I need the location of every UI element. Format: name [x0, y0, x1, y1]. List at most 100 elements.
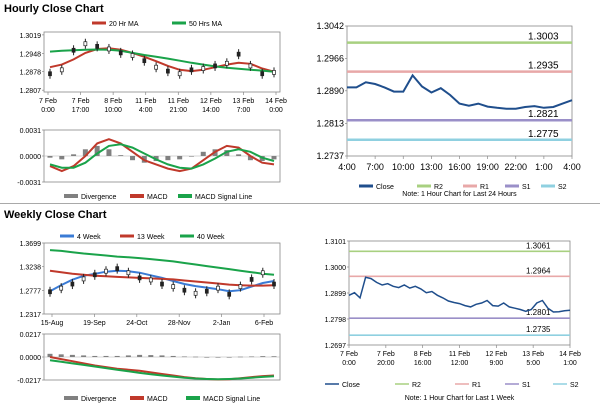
divergence-bar — [130, 156, 136, 161]
top-divider — [0, 203, 600, 204]
divergence-bar — [247, 156, 253, 161]
legend-item-label: 40 Week — [197, 234, 225, 241]
x-tick-label: 0:00 — [342, 360, 356, 367]
x-tick-label: 11 Feb — [135, 98, 156, 105]
y-tick-label: 1.3238 — [20, 265, 42, 272]
x-tick-label: 10:00 — [104, 107, 122, 114]
candle-body — [71, 47, 76, 53]
hourly-section-title: Hourly Close Chart — [4, 3, 104, 15]
x-tick-label: 7 Feb — [377, 351, 395, 358]
legend-item-label: S2 — [570, 382, 579, 389]
legend-item-label: Close — [342, 382, 360, 389]
chart-note: Note: 1 Hour Chart for Last 24 Hours — [402, 191, 517, 198]
candle-body — [189, 67, 194, 73]
candle-body — [81, 276, 86, 282]
candle-body — [126, 270, 131, 276]
y-tick-label: 1.3000 — [325, 265, 347, 272]
y-tick-label: -0.0031 — [17, 180, 41, 187]
x-tick-label: 17:00 — [72, 107, 90, 114]
divergence-bar — [224, 150, 230, 156]
x-tick-label: 0:00 — [269, 107, 283, 114]
macd-signal-line — [49, 143, 275, 170]
divergence-bar — [237, 356, 243, 358]
y-tick-label: 0.0031 — [20, 128, 42, 135]
close-line — [347, 73, 573, 110]
weekly-price-chart: 4 Week 13 Week 40 Week 1.3699 1.3238 1.2777 1.… — [20, 234, 281, 327]
legend-item-label: MACD — [147, 194, 168, 201]
candle-body — [104, 268, 108, 274]
y-tick-label: 1.2737 — [316, 151, 344, 161]
candle-body — [166, 68, 170, 74]
divergence-bar — [236, 154, 242, 156]
x-tick-label: 12 Feb — [485, 351, 507, 358]
x-tick-label: 7 Feb — [72, 98, 90, 105]
divergence-bar — [103, 355, 109, 357]
x-tick-label: 7 Feb — [39, 98, 57, 105]
divergence-bar — [125, 355, 131, 357]
divergence-bar — [82, 149, 88, 156]
plot-frame — [43, 242, 281, 315]
x-tick-label: 13 Feb — [233, 98, 255, 105]
x-tick-label: 2-Jan — [213, 320, 231, 327]
divergence-bar — [177, 156, 183, 160]
divergence-bar — [71, 154, 77, 156]
x-tick-label: 16:00 — [448, 162, 471, 172]
divergence-bar — [114, 355, 120, 357]
y-tick-label: 1.2798 — [325, 317, 347, 324]
candle-body — [224, 60, 229, 66]
x-tick-label: 12:00 — [451, 360, 469, 367]
x-tick-label: 28-Nov — [168, 320, 191, 327]
x-tick-label: 8 Feb — [104, 98, 122, 105]
legend-item-label: 13 Week — [137, 234, 165, 241]
divergence-bar — [271, 156, 277, 160]
y-tick-label: 1.3019 — [20, 33, 42, 40]
candle-body — [201, 66, 206, 71]
y-tick-label: -0.0217 — [17, 378, 41, 385]
divergence-bar — [165, 156, 171, 161]
x-tick-label: 11 Feb — [449, 351, 470, 358]
y-tick-label: 1.2878 — [20, 70, 42, 77]
y-tick-label: 1.2899 — [325, 291, 347, 298]
legend-item-label: Divergence — [81, 396, 117, 403]
level-label: 1.2775 — [528, 129, 559, 140]
divergence-bar — [118, 155, 124, 156]
candle-body — [70, 281, 75, 287]
divergence-bar — [188, 156, 194, 157]
divergence-bar — [271, 356, 277, 357]
y-tick-label: 1.2777 — [20, 288, 42, 295]
y-tick-label: 1.2317 — [20, 312, 42, 319]
x-tick-label: 13:00 — [420, 162, 443, 172]
level-label: 1.2735 — [526, 325, 551, 334]
level-label: 1.2801 — [526, 308, 551, 317]
x-tick-label: 19-Sep — [83, 320, 106, 327]
divergence-bar — [59, 156, 65, 160]
divergence-bar — [92, 355, 98, 357]
x-tick-label: 13 Feb — [522, 351, 544, 358]
y-tick-label: 1.2807 — [20, 88, 42, 95]
candle-body — [213, 63, 217, 69]
candle-body — [115, 266, 120, 271]
y-tick-label: 1.2890 — [316, 86, 344, 96]
x-tick-label: 15-Aug — [41, 320, 64, 327]
divergence-bar — [200, 151, 206, 156]
x-tick-label: 11 Feb — [168, 98, 189, 105]
candle-body — [59, 285, 64, 291]
candle-body — [92, 272, 97, 278]
macd-line — [49, 138, 275, 173]
divergence-bar — [148, 355, 154, 357]
x-tick-label: 14 Feb — [559, 351, 581, 358]
x-tick-label: 6-Feb — [255, 320, 273, 327]
candle-body — [48, 71, 52, 77]
x-tick-label: 7 Feb — [340, 351, 358, 358]
candle-body — [118, 50, 123, 56]
candle-body — [260, 71, 265, 77]
y-tick-label: 0.0000 — [20, 154, 42, 161]
divergence-bar — [106, 149, 112, 156]
level-label: 1.3061 — [526, 241, 551, 250]
legend-item-label: 20 Hr MA — [109, 21, 139, 28]
x-tick-label: 22:00 — [504, 162, 527, 172]
candle-body — [272, 70, 276, 75]
divergence-bar — [215, 357, 221, 358]
level-label: 1.3003 — [528, 32, 559, 43]
plot-frame — [43, 31, 281, 93]
